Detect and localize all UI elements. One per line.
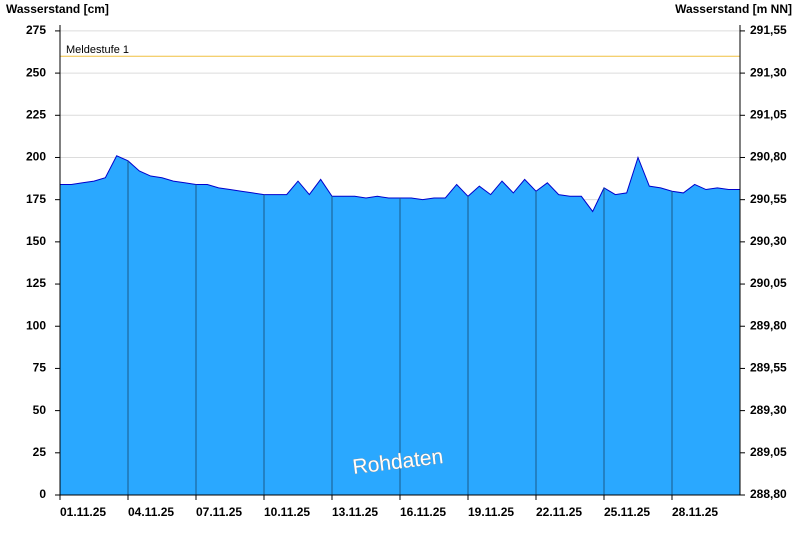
- x-tick-label: 28.11.25: [672, 505, 718, 519]
- x-tick-label: 07.11.25: [196, 505, 242, 519]
- y-tick-label: 75: [33, 361, 47, 375]
- y2-tick-label: 289,80: [750, 318, 787, 332]
- y-tick-label: 25: [33, 445, 47, 459]
- y2-tick-label: 291,30: [750, 65, 787, 79]
- y2-tick-label: 290,05: [750, 276, 787, 290]
- x-tick-label: 13.11.25: [332, 505, 378, 519]
- y2-tick-label: 289,30: [750, 403, 787, 417]
- x-tick-label: 04.11.25: [128, 505, 174, 519]
- x-tick-label: 19.11.25: [468, 505, 514, 519]
- y-tick-label: 175: [26, 192, 46, 206]
- line: [60, 155, 740, 213]
- y-tick-label: 150: [26, 234, 46, 248]
- y2-tick-label: 290,80: [750, 150, 787, 164]
- y2-tick-label: 290,30: [750, 234, 787, 248]
- y-tick-label: 275: [26, 23, 46, 37]
- y-tick-label: 0: [39, 487, 46, 501]
- y2-axis-label: Wasserstand [m NN]: [675, 2, 792, 16]
- x-tick-label: 25.11.25: [604, 505, 650, 519]
- x-tick-label: 22.11.25: [536, 505, 582, 519]
- x-tick-label: 16.11.25: [400, 505, 446, 519]
- x-tick-label: 01.11.25: [60, 505, 106, 519]
- y2-tick-label: 291,05: [750, 107, 787, 121]
- y2-tick-label: 289,05: [750, 445, 787, 459]
- threshold-label: Meldestufe 1: [66, 44, 129, 56]
- y-tick-label: 250: [26, 65, 46, 79]
- y2-tick-label: 291,55: [750, 23, 787, 37]
- y2-tick-label: 288,80: [750, 487, 787, 501]
- y-tick-label: 100: [26, 318, 46, 332]
- y-axis-label: Wasserstand [cm]: [6, 2, 109, 16]
- y2-tick-label: 289,55: [750, 361, 787, 375]
- y-tick-label: 225: [26, 107, 46, 121]
- y-tick-label: 50: [33, 403, 47, 417]
- y-tick-label: 125: [26, 276, 46, 290]
- y2-tick-label: 290,55: [750, 192, 787, 206]
- x-tick-label: 10.11.25: [264, 505, 310, 519]
- y-tick-label: 200: [26, 150, 46, 164]
